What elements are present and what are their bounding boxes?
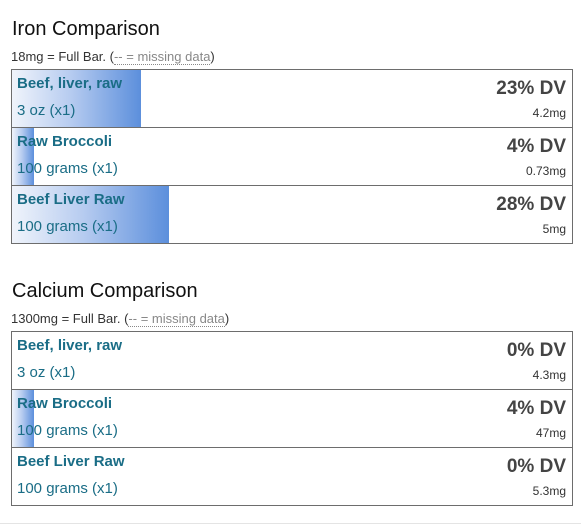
dv-bar — [12, 186, 169, 243]
food-row: Beef Liver Raw 100 grams (x1) 0% DV 5.3m… — [12, 447, 572, 505]
food-name[interactable]: Raw Broccoli — [17, 133, 113, 150]
daily-value-percent: 0% DV — [506, 456, 566, 477]
full-bar-text: 1300mg = Full Bar. ( — [11, 311, 129, 326]
food-name[interactable]: Raw Broccoli — [17, 395, 113, 412]
food-row: Raw Broccoli 100 grams (x1) 4% DV 0.73mg — [12, 127, 572, 185]
food-quantity: 100 grams (x1) — [17, 480, 118, 497]
dv-bar — [12, 70, 141, 127]
missing-data-hint[interactable]: -- = missing data — [128, 311, 225, 327]
comparison-table: Beef, liver, raw 3 oz (x1) 23% DV 4.2mg … — [11, 69, 573, 244]
food-quantity: 100 grams (x1) — [17, 218, 118, 235]
daily-value-percent: 4% DV — [506, 398, 566, 419]
nutrient-amount: 5.3mg — [532, 484, 566, 498]
nutrient-amount: 4.2mg — [532, 106, 566, 120]
dv-bar — [12, 390, 35, 447]
close-paren: ) — [210, 49, 215, 64]
food-row: Beef, liver, raw 3 oz (x1) 23% DV 4.2mg — [12, 70, 572, 127]
food-name[interactable]: Beef, liver, raw — [17, 75, 123, 92]
full-bar-text: 18mg = Full Bar. ( — [11, 49, 114, 64]
missing-data-hint[interactable]: -- = missing data — [113, 49, 211, 65]
full-bar-note: 18mg = Full Bar. (-- = missing data) — [11, 48, 573, 66]
daily-value-percent: 23% DV — [496, 78, 566, 99]
food-quantity: 3 oz (x1) — [17, 102, 76, 119]
food-quantity: 100 grams (x1) — [17, 160, 118, 177]
divider — [0, 523, 581, 524]
close-paren: ) — [224, 311, 230, 326]
dv-bar — [12, 128, 35, 185]
section-title: Iron Comparison — [12, 18, 160, 40]
food-row: Raw Broccoli 100 grams (x1) 4% DV 47mg — [12, 389, 572, 447]
comparison-table: Beef, liver, raw 3 oz (x1) 0% DV 4.3mg R… — [11, 331, 573, 506]
food-name[interactable]: Beef, liver, raw — [17, 337, 123, 354]
calcium-comparison-section: Calcium Comparison 1300mg = Full Bar. (-… — [11, 278, 573, 506]
daily-value-percent: 28% DV — [496, 194, 566, 215]
iron-comparison-section: Iron Comparison 18mg = Full Bar. (-- = m… — [11, 16, 573, 244]
food-quantity: 3 oz (x1) — [17, 364, 76, 381]
nutrient-amount: 4.3mg — [532, 368, 566, 382]
nutrient-amount: 47mg — [535, 426, 566, 440]
food-name[interactable]: Beef Liver Raw — [17, 191, 125, 208]
full-bar-note: 1300mg = Full Bar. (-- = missing data) — [11, 310, 573, 328]
food-row: Beef Liver Raw 100 grams (x1) 28% DV 5mg — [12, 185, 572, 243]
food-row: Beef, liver, raw 3 oz (x1) 0% DV 4.3mg — [12, 332, 572, 389]
food-name[interactable]: Beef Liver Raw — [17, 453, 125, 470]
daily-value-percent: 0% DV — [506, 340, 566, 361]
nutrient-amount: 0.73mg — [525, 164, 566, 178]
section-title: Calcium Comparison — [12, 280, 198, 302]
food-quantity: 100 grams (x1) — [17, 422, 118, 439]
daily-value-percent: 4% DV — [506, 136, 566, 157]
nutrient-amount: 5mg — [542, 222, 566, 236]
